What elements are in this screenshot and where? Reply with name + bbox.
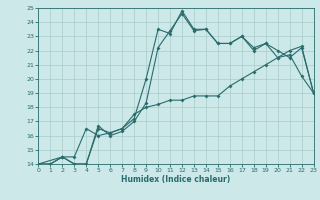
X-axis label: Humidex (Indice chaleur): Humidex (Indice chaleur)	[121, 175, 231, 184]
